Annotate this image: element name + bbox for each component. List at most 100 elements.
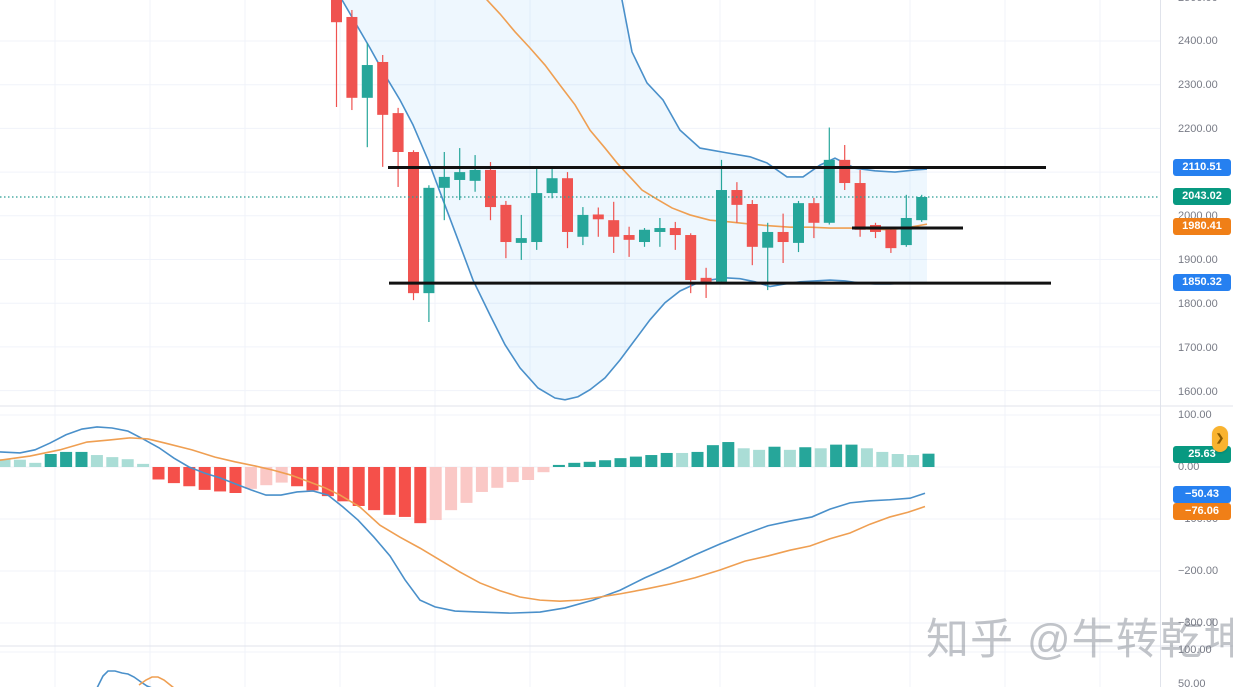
candle-body	[854, 183, 866, 230]
price-axis[interactable]: 2500.002400.002300.002200.002100.002000.…	[1160, 0, 1233, 687]
price-value-badge: 1850.32	[1173, 274, 1231, 291]
histogram-bar	[60, 451, 73, 467]
candle-body	[685, 235, 697, 281]
bollinger-fill	[342, 0, 927, 400]
histogram-bar	[90, 455, 103, 467]
candle-body	[361, 65, 373, 98]
chevron-right-icon: ❯	[1215, 433, 1225, 444]
histogram-bar	[0, 459, 11, 467]
histogram-bar	[321, 467, 334, 497]
candle-body	[392, 113, 404, 152]
histogram-bar	[629, 456, 642, 467]
candle-body	[531, 193, 543, 243]
histogram-bar	[229, 467, 242, 493]
candle-body	[577, 214, 589, 237]
histogram-bar	[645, 455, 658, 467]
histogram-bar	[429, 467, 442, 521]
histogram-bar	[537, 467, 550, 473]
scroll-to-realtime-button[interactable]: ❯	[1212, 426, 1228, 452]
candle-body	[793, 203, 804, 243]
price-axis-label: 1800.00	[1178, 298, 1218, 310]
histogram-bar	[814, 448, 827, 467]
price-axis-label: 1900.00	[1178, 254, 1218, 266]
candle-body	[592, 214, 604, 220]
macd-axis-label: −200.00	[1178, 565, 1219, 577]
candle-body	[623, 235, 635, 240]
histogram-bar	[383, 467, 396, 515]
histogram-bar	[706, 445, 719, 467]
histogram-bar	[737, 448, 750, 467]
price-axis-label: 1600.00	[1178, 386, 1218, 398]
histogram-bar	[799, 447, 812, 467]
candle-body	[762, 231, 774, 248]
histogram-bar	[506, 467, 519, 483]
histogram-bar	[922, 453, 935, 467]
candle-body	[700, 277, 712, 282]
histogram-bar	[368, 467, 381, 511]
histogram-bar	[137, 463, 150, 467]
candle-body	[839, 159, 851, 184]
candle-body	[608, 220, 620, 237]
histogram-bar	[244, 467, 257, 489]
histogram-bar	[121, 459, 134, 467]
candle-body	[377, 61, 389, 115]
candle-body	[885, 229, 897, 249]
candle-body	[454, 172, 466, 180]
price-value-badge: 2110.51	[1173, 159, 1231, 176]
histogram-bar	[691, 451, 704, 467]
signal-line	[0, 437, 926, 602]
histogram-bar	[275, 467, 288, 483]
moving-average-line	[486, 0, 928, 231]
histogram-bar	[845, 444, 858, 467]
candle-body	[485, 169, 496, 208]
histogram-bar	[183, 467, 196, 487]
candle-body	[346, 16, 358, 98]
bollinger-upper-line	[621, 0, 928, 178]
price-value-badge: −76.06	[1173, 503, 1231, 520]
candle-body	[331, 0, 342, 23]
macd-line	[0, 426, 926, 614]
histogram-bar	[568, 462, 581, 467]
histogram-bar	[214, 467, 227, 492]
macd-axis-label: 0.00	[1178, 461, 1200, 473]
price-value-badge: 1980.41	[1173, 218, 1231, 235]
price-axis-label: 2200.00	[1178, 123, 1218, 135]
histogram-bar	[491, 467, 504, 488]
candle-body	[669, 228, 681, 236]
histogram-bar	[722, 442, 735, 467]
histogram-bar	[830, 444, 843, 467]
histogram-bar	[260, 467, 273, 486]
histogram-bar	[198, 467, 211, 490]
histogram-bar	[398, 467, 411, 517]
histogram-bar	[660, 452, 673, 467]
price-axis-label: 2300.00	[1178, 79, 1218, 91]
histogram-bar	[306, 467, 319, 491]
price-axis-label: 1700.00	[1178, 342, 1218, 354]
bottom-axis-label: 100.00	[1178, 644, 1212, 656]
bottom-axis-label: 50.00	[1178, 678, 1206, 687]
candle-body	[777, 231, 789, 243]
candle-body	[823, 159, 835, 223]
histogram-bar	[414, 467, 427, 524]
candle-body	[469, 169, 481, 181]
candle-body	[408, 151, 419, 294]
histogram-bar	[460, 467, 473, 503]
candle-body	[500, 204, 512, 243]
histogram-bar	[106, 457, 119, 467]
histogram-bar	[891, 454, 904, 467]
histogram-bar	[44, 454, 57, 467]
candle-body	[654, 228, 666, 232]
histogram-bar	[167, 467, 180, 484]
candle-body	[716, 190, 727, 282]
macd-axis-label: 100.00	[1178, 409, 1212, 421]
histogram-bar	[152, 467, 165, 480]
histogram-bar	[13, 459, 26, 467]
candle-body	[916, 197, 928, 221]
macd-axis-label: −300.00	[1178, 617, 1219, 629]
candle-body	[746, 204, 758, 247]
histogram-bar	[522, 467, 535, 480]
histogram-bar	[907, 455, 920, 467]
candle-body	[546, 178, 558, 194]
